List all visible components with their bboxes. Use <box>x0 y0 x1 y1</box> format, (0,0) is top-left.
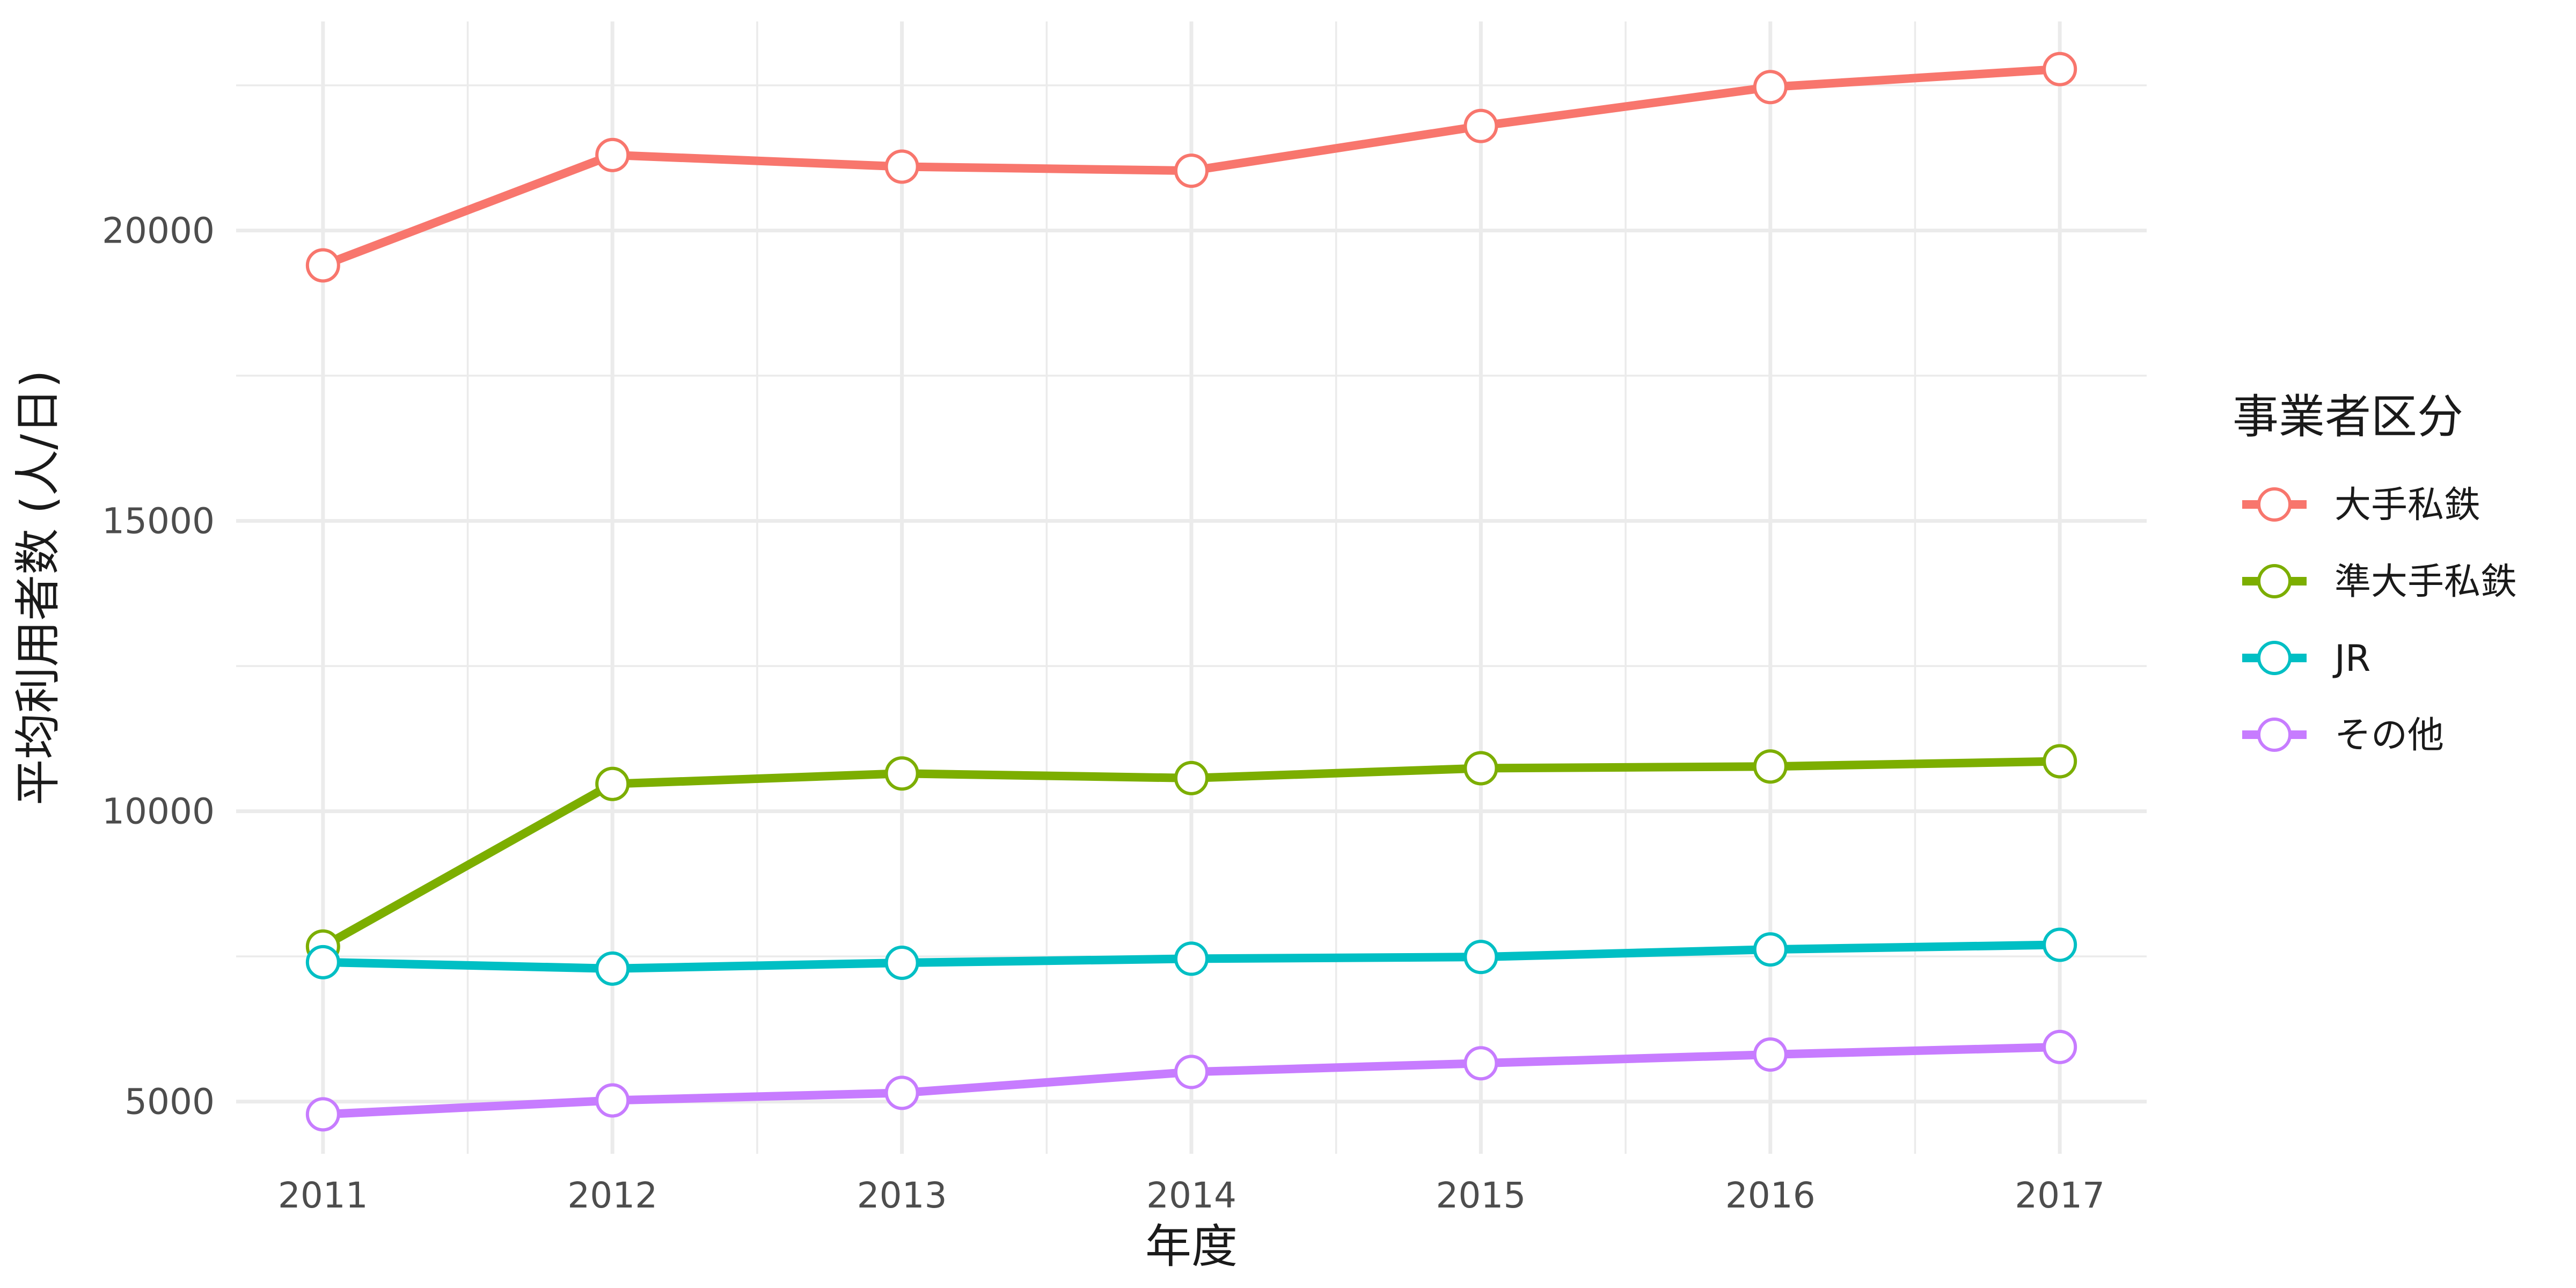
data-point-2-4 <box>1463 940 1498 975</box>
x-tick-label: 2015 <box>1436 1175 1526 1216</box>
x-tick-label: 2013 <box>857 1175 947 1216</box>
data-point-3-1 <box>595 1083 630 1118</box>
x-tick-label: 2012 <box>567 1175 657 1216</box>
data-point-0-5 <box>1753 70 1788 105</box>
y-axis-title: 平均利用者数 (人/日) <box>11 370 65 805</box>
x-tick-label: 2011 <box>278 1175 368 1216</box>
y-tick-label: 10000 <box>102 791 215 832</box>
data-point-1-6 <box>2043 744 2077 779</box>
data-point-2-5 <box>1753 932 1788 967</box>
data-points <box>305 52 2077 1132</box>
data-point-1-5 <box>1753 749 1788 784</box>
data-point-0-2 <box>884 149 919 184</box>
data-point-0-6 <box>2043 52 2077 86</box>
x-axis-title: 年度 <box>1145 1220 1238 1274</box>
data-point-3-4 <box>1463 1046 1498 1081</box>
data-point-3-2 <box>884 1075 919 1110</box>
data-point-1-1 <box>595 766 630 801</box>
x-axis: 2011 2012 2013 2014 2015 2016 2017 <box>278 1175 2105 1216</box>
data-point-0-1 <box>595 137 630 172</box>
legend-label-0: 大手私鉄 <box>2334 484 2480 526</box>
legend-label-3: その他 <box>2334 714 2444 757</box>
legend-title: 事業者区分 <box>2233 390 2463 444</box>
data-point-0-3 <box>1174 153 1209 188</box>
data-point-3-6 <box>2043 1029 2077 1064</box>
y-tick-label: 15000 <box>102 501 215 542</box>
data-point-1-4 <box>1463 751 1498 786</box>
data-point-2-2 <box>884 946 919 980</box>
data-point-2-6 <box>2043 927 2077 962</box>
data-point-0-4 <box>1463 108 1498 143</box>
legend-key-point-1 <box>2257 564 2292 598</box>
data-point-3-5 <box>1753 1037 1788 1072</box>
legend-key-point-0 <box>2257 487 2292 522</box>
data-point-2-1 <box>595 951 630 986</box>
data-point-1-2 <box>884 756 919 791</box>
x-tick-label: 2014 <box>1146 1175 1236 1216</box>
data-point-2-0 <box>305 945 340 979</box>
legend-label-1: 準大手私鉄 <box>2334 561 2517 603</box>
y-tick-label: 20000 <box>102 210 215 252</box>
data-point-3-0 <box>305 1097 340 1132</box>
data-point-3-3 <box>1174 1055 1209 1089</box>
x-tick-label: 2016 <box>1725 1175 1816 1216</box>
data-point-0-0 <box>305 248 340 283</box>
data-point-2-3 <box>1174 941 1209 976</box>
legend-key-point-3 <box>2257 718 2292 752</box>
legend-key-point-2 <box>2257 641 2292 675</box>
y-axis: 5000 10000 15000 20000 <box>102 210 215 1123</box>
legend-label-2: JR <box>2332 638 2370 680</box>
y-tick-label: 5000 <box>125 1081 215 1123</box>
x-tick-label: 2017 <box>2015 1175 2105 1216</box>
data-point-1-3 <box>1174 760 1209 795</box>
